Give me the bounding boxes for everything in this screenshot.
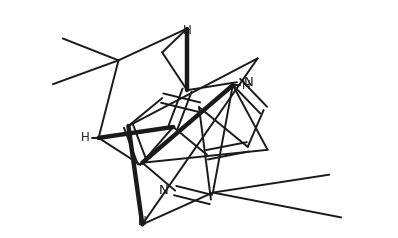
Text: N: N <box>158 184 168 197</box>
Text: H: H <box>183 25 191 37</box>
Text: N: N <box>244 76 254 89</box>
Text: H: H <box>138 215 147 228</box>
Text: H: H <box>81 131 90 144</box>
Text: H: H <box>242 79 250 92</box>
